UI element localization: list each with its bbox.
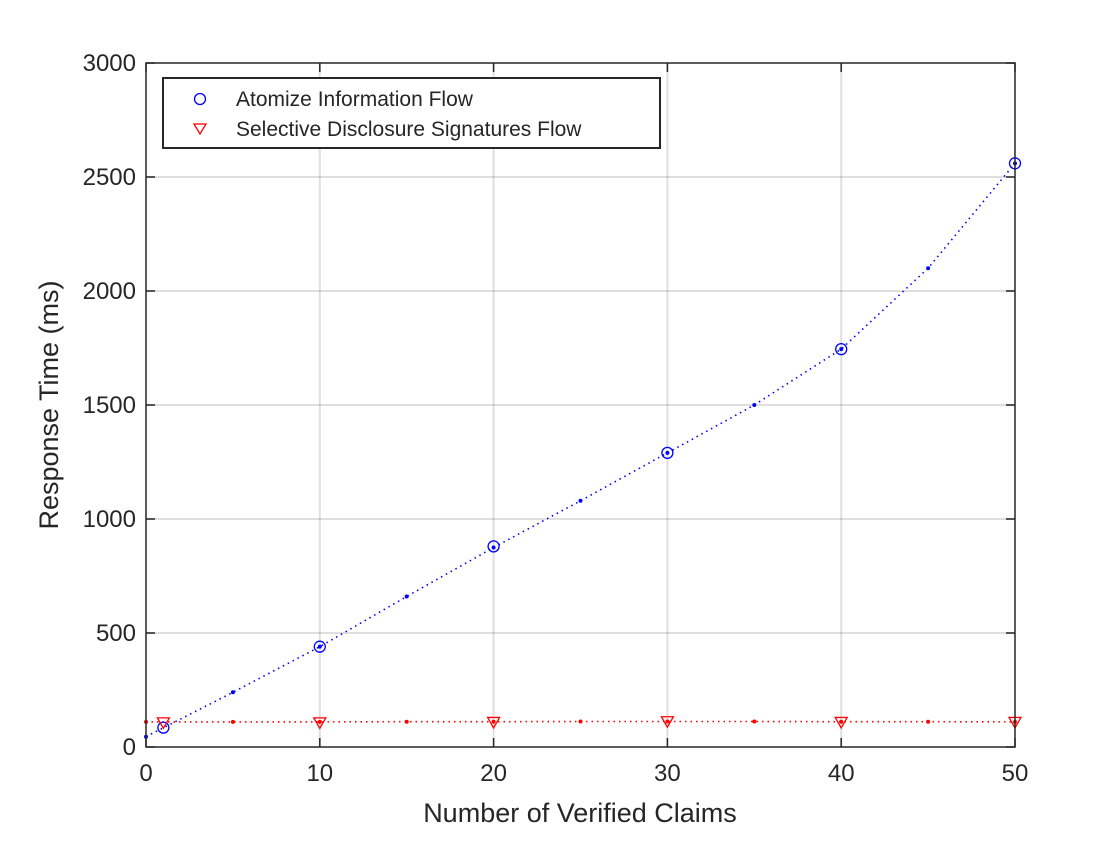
legend-atomize-label: Atomize Information Flow [236, 88, 474, 111]
y-tick-label: 2000 [83, 278, 136, 305]
x-tick-label: 50 [1002, 760, 1029, 787]
y-tick-label: 2500 [83, 164, 136, 191]
fit-point-sds [318, 720, 322, 724]
fit-point-sds [839, 720, 843, 724]
legend-sds-label: Selective Disclosure Signatures Flow [236, 118, 582, 141]
x-tick-label: 10 [306, 760, 333, 787]
fit-point-sds [665, 719, 669, 723]
y-tick-label: 500 [96, 620, 136, 647]
fit-point-sds [752, 719, 756, 723]
fit-point-atomize [405, 595, 409, 599]
x-tick-label: 20 [480, 760, 507, 787]
y-tick-label: 1500 [83, 392, 136, 419]
x-tick-label: 40 [828, 760, 855, 787]
legend: Atomize Information Flow Selective Discl… [163, 78, 660, 148]
fit-point-atomize [752, 403, 756, 407]
x-tick-label: 0 [139, 760, 152, 787]
y-tick-label: 1000 [83, 506, 136, 533]
fit-point-sds [926, 720, 930, 724]
x-tick-label: 30 [654, 760, 681, 787]
x-axis-label: Number of Verified Claims [423, 798, 737, 828]
y-axis-label: Response Time (ms) [34, 280, 64, 529]
fit-point-atomize [231, 690, 235, 694]
fit-point-atomize [839, 347, 843, 351]
fit-point-sds [405, 720, 409, 724]
fit-point-sds [579, 719, 583, 723]
fit-point-atomize [579, 499, 583, 503]
fit-point-sds [231, 720, 235, 724]
fit-point-atomize [492, 546, 496, 550]
fit-point-atomize [665, 451, 669, 455]
fit-point-atomize [926, 266, 930, 270]
y-tick-label: 0 [123, 734, 136, 761]
fit-point-atomize [318, 645, 322, 649]
y-tick-label: 3000 [83, 50, 136, 77]
fit-point-sds [492, 720, 496, 724]
